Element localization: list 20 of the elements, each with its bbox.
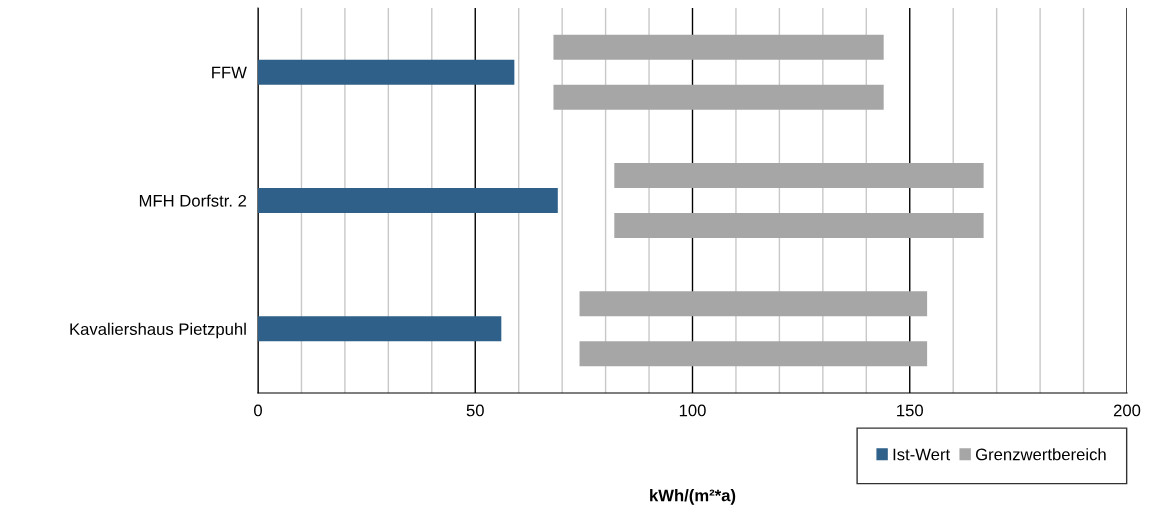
legend-label: Ist-Wert	[893, 448, 951, 461]
x-tick-label: 200	[1113, 404, 1141, 417]
bar	[258, 59, 515, 85]
y-tick-label: FFW	[212, 66, 247, 79]
bar	[553, 34, 884, 60]
bar	[553, 84, 884, 110]
bar	[614, 213, 984, 239]
bar	[614, 162, 984, 188]
y-tick-label: Kavaliershaus Pietzpuhl	[70, 322, 246, 339]
y-tick-label: MFH Dorfstr. 2	[139, 194, 247, 207]
x-tick-label: 50	[466, 404, 484, 417]
bar	[579, 291, 928, 317]
bar	[579, 341, 928, 367]
x-tick-label: 150	[897, 404, 923, 417]
x-axis-title: kWh/(m²*a)	[650, 489, 736, 505]
legend-label: Grenzwertbereich	[975, 448, 1106, 461]
x-tick-label: 100	[679, 404, 706, 417]
bar	[258, 316, 502, 342]
bar	[258, 187, 558, 214]
x-tick-label: 0	[254, 404, 262, 417]
